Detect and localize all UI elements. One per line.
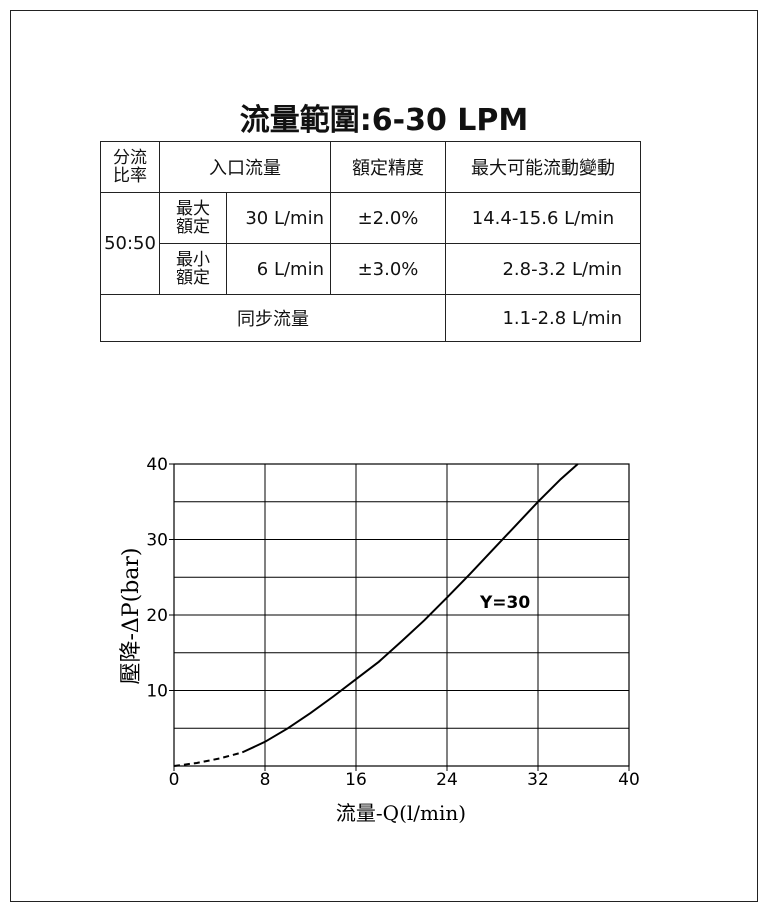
chart-ticks: 10 20 30 40 0 8 16 24 32 40	[146, 455, 639, 790]
table-header-row: 分流 比率 入口流量 額定精度 最大可能流動變動	[100, 141, 641, 193]
chart-series	[173, 463, 579, 767]
row-accuracy: ±2.0%	[330, 192, 446, 244]
page-title: 流量範圍:6-30 LPM	[239, 103, 529, 138]
row-variation: 2.8-3.2 L/min	[445, 243, 641, 295]
y-tick-label: 20	[146, 606, 168, 626]
table-row: 最小 額定 6 L/min ±3.0% 2.8-3.2 L/min	[101, 243, 641, 295]
series-annotation: Y=30	[479, 593, 530, 613]
spec-table: 分流 比率 入口流量 額定精度 最大可能流動變動 50:50 最大 額定 30 …	[100, 141, 641, 342]
sync-value: 1.1-2.8 L/min	[445, 294, 641, 342]
y-tick-label: 30	[146, 531, 168, 551]
x-tick-label: 16	[345, 770, 367, 790]
y-axis-label: 壓降-ΔP(bar)	[119, 547, 144, 684]
header-inlet: 入口流量	[159, 141, 331, 193]
x-tick-label: 0	[169, 770, 180, 790]
x-axis-label: 流量-Q(l/min)	[336, 801, 466, 825]
x-tick-label: 24	[436, 770, 458, 790]
row-accuracy: ±3.0%	[330, 243, 446, 295]
row-label: 最小 額定	[159, 243, 227, 295]
header-variation: 最大可能流動變動	[445, 141, 641, 193]
x-tick-label: 8	[260, 770, 271, 790]
row-flow: 6 L/min	[225, 243, 332, 295]
table-row-sync: 同步流量 1.1-2.8 L/min	[100, 294, 641, 342]
header-ratio: 分流 比率	[100, 141, 160, 193]
y-tick-label: 10	[146, 682, 168, 702]
row-label: 最大 額定	[159, 192, 227, 244]
chart-grid	[174, 464, 629, 766]
series-line-dashed	[173, 751, 243, 767]
x-tick-label: 40	[618, 770, 640, 790]
series-line	[241, 463, 579, 754]
x-tick-label: 32	[527, 770, 549, 790]
ratio-value: 50:50	[100, 192, 160, 295]
y-tick-label: 40	[146, 455, 168, 475]
sync-label: 同步流量	[100, 294, 446, 342]
table-row: 50:50 最大 額定 30 L/min ±2.0% 14.4-15.6 L/m…	[100, 192, 641, 295]
